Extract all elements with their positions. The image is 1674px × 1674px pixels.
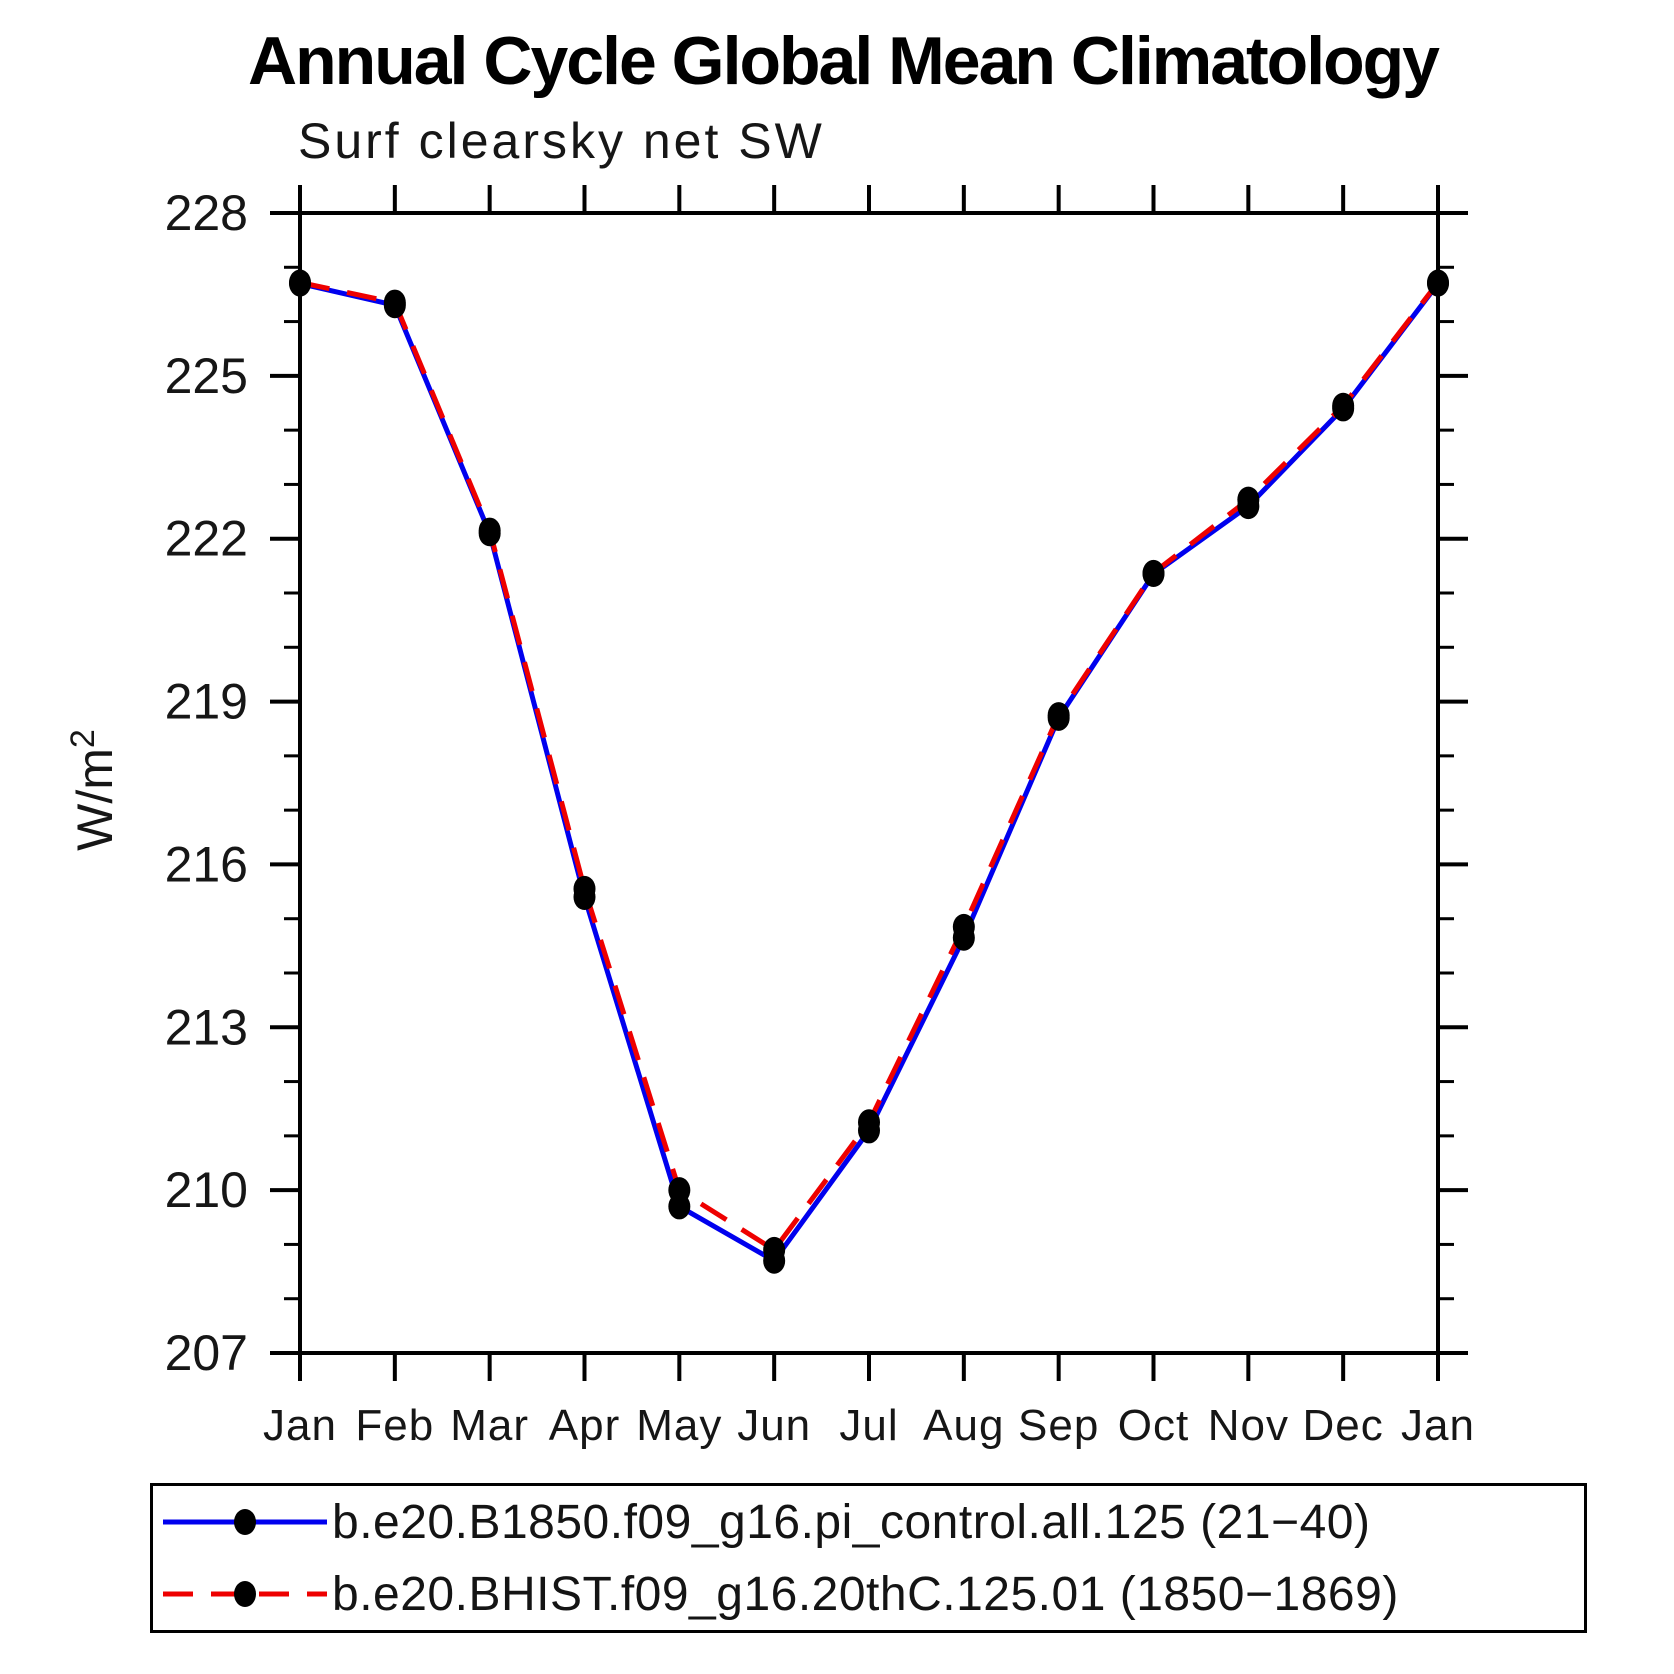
- y-axis-title: W/m2: [64, 729, 123, 851]
- y-tick-label: 216: [165, 836, 248, 892]
- y-tick-label: 210: [165, 1162, 248, 1218]
- data-point-marker-s2: [1142, 559, 1165, 586]
- y-tick-label: 222: [165, 511, 248, 567]
- red-dashed-line-marker-icon: [163, 1581, 327, 1607]
- legend-marker-dot: [234, 1509, 256, 1535]
- y-tick-label: 213: [165, 999, 248, 1055]
- x-tick-label: Feb: [355, 1401, 434, 1450]
- data-point-marker-s2: [1047, 702, 1070, 729]
- y-tick-label: 219: [165, 674, 248, 730]
- y-tick-label: 207: [165, 1325, 248, 1381]
- x-tick-label: Jun: [737, 1401, 811, 1450]
- data-point-marker-s2: [383, 289, 406, 316]
- legend-row-series2: b.e20.BHIST.f09_g16.20thC.125.01 (1850−1…: [161, 1563, 1584, 1625]
- data-point-marker-s2: [289, 269, 311, 296]
- y-tick-label: 228: [165, 185, 248, 241]
- legend-label-series1: b.e20.B1850.f09_g16.pi_control.all.125 (…: [332, 1495, 1371, 1549]
- legend-box: b.e20.B1850.f09_g16.pi_control.all.125 (…: [150, 1483, 1587, 1633]
- data-point-marker-s2: [763, 1236, 786, 1263]
- x-tick-label: Jul: [839, 1401, 898, 1450]
- legend-marker-dot: [234, 1581, 256, 1607]
- series-line-2: [299, 280, 1440, 1254]
- data-point-marker-s2: [1332, 392, 1355, 419]
- data-point-marker-s2: [478, 517, 501, 544]
- x-tick-label: Jan: [1401, 1401, 1475, 1450]
- axis-frame: [298, 211, 1440, 1355]
- x-tick-label: Mar: [450, 1401, 529, 1450]
- data-point-marker-s2: [573, 875, 596, 902]
- x-tick-label: Aug: [923, 1401, 1004, 1450]
- x-tick-label: Nov: [1208, 1401, 1289, 1450]
- data-point-marker-s2: [1427, 269, 1449, 296]
- x-tick-label: Jan: [263, 1401, 337, 1450]
- data-point-marker-s2: [952, 913, 975, 940]
- x-tick-label: Oct: [1118, 1401, 1189, 1450]
- legend-row-series1: b.e20.B1850.f09_g16.pi_control.all.125 (…: [161, 1491, 1584, 1553]
- x-tick-label: May: [636, 1401, 722, 1450]
- data-point-marker-s2: [1237, 486, 1260, 513]
- x-tick-label: Sep: [1018, 1401, 1099, 1450]
- data-point-marker-s2: [668, 1177, 691, 1204]
- data-point-marker-s2: [858, 1109, 880, 1136]
- x-tick-label: Apr: [549, 1401, 620, 1450]
- chart-title: Annual Cycle Global Mean Climatology: [248, 23, 1440, 99]
- y-tick-label: 225: [165, 348, 248, 404]
- chart-subtitle: Surf clearsky net SW: [298, 113, 825, 169]
- x-tick-label: Dec: [1303, 1401, 1384, 1450]
- legend-label-series2: b.e20.BHIST.f09_g16.20thC.125.01 (1850−1…: [332, 1567, 1399, 1621]
- blue-solid-line-marker-icon: [163, 1509, 327, 1535]
